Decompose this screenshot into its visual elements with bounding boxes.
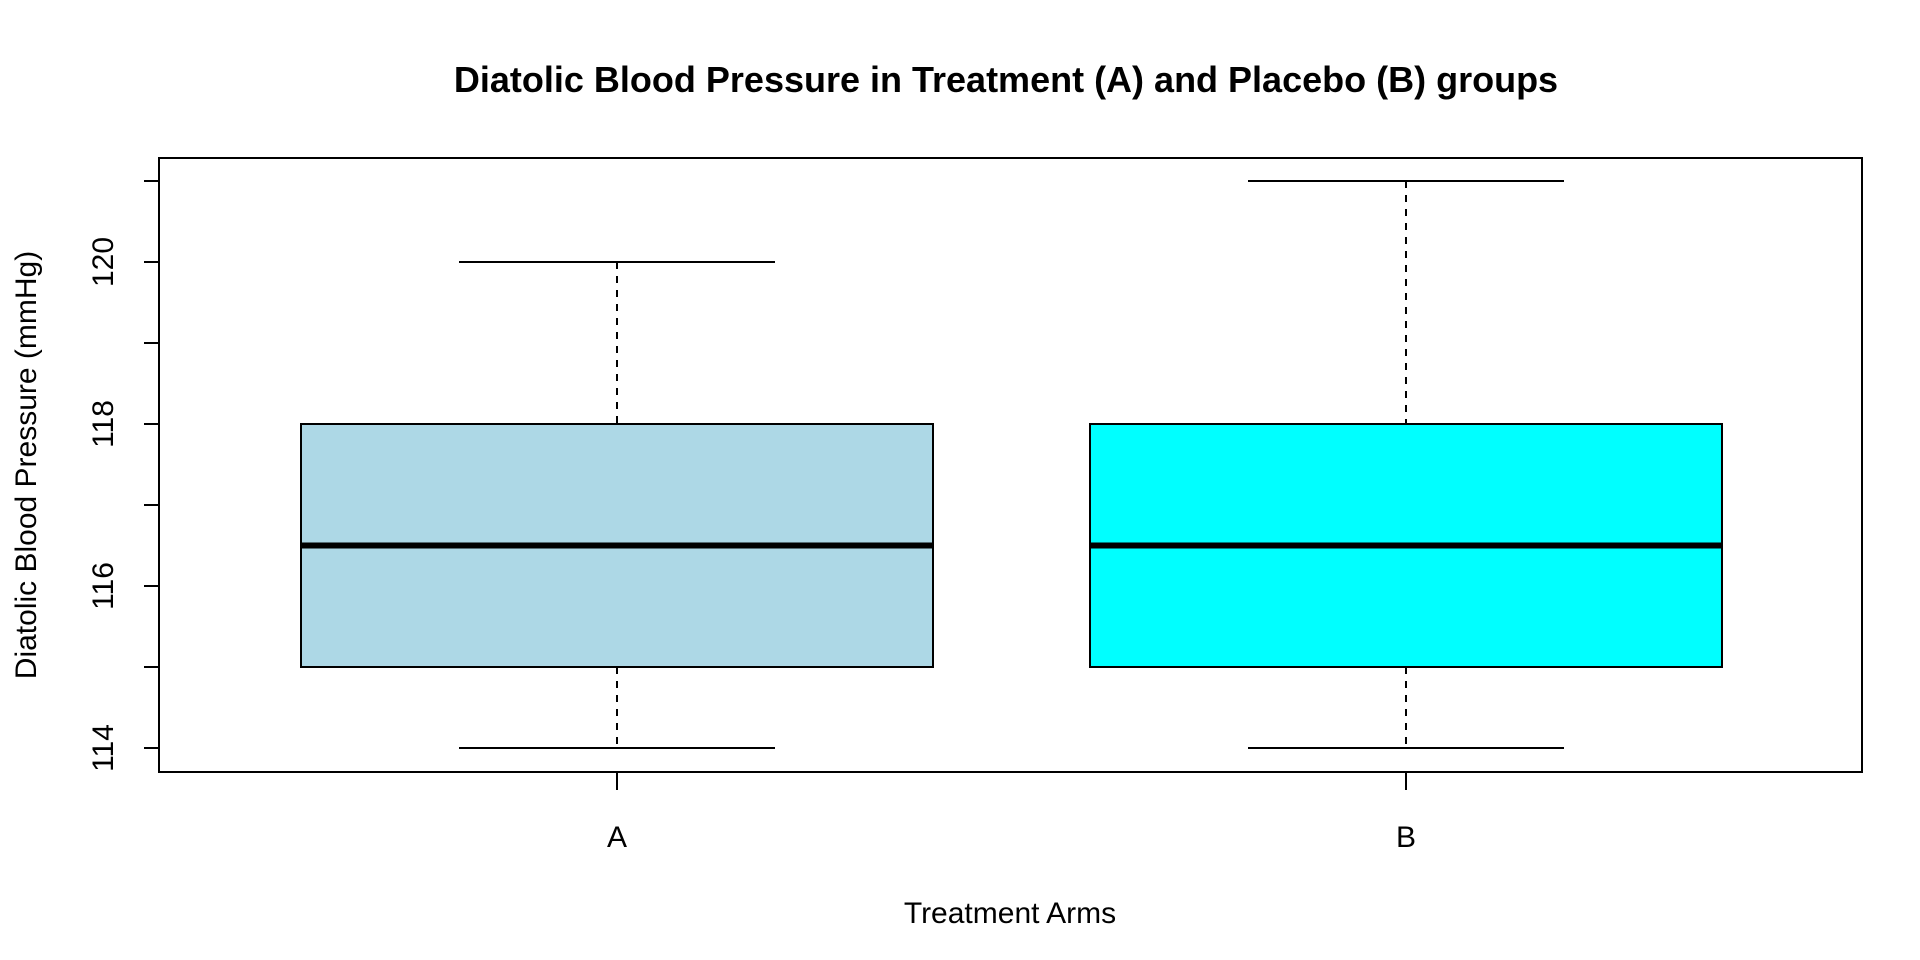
x-tick-label-A: A [607, 821, 627, 854]
box-group-A [300, 261, 934, 749]
chart-title: Diatolic Blood Pressure in Treatment (A)… [454, 59, 1558, 100]
y-tick-label-116: 116 [87, 562, 120, 610]
y-tick-label-114: 114 [87, 724, 120, 772]
y-tick-label-120: 120 [87, 237, 120, 287]
y-tick-label-118: 118 [87, 400, 120, 448]
x-axis-label: Treatment Arms [904, 897, 1116, 930]
y-axis: 114 116 118 120 [87, 180, 160, 772]
x-tick-label-B: B [1396, 821, 1416, 854]
box-group-B [1089, 180, 1723, 749]
boxes-layer [300, 180, 1723, 749]
y-axis-label: Diatolic Blood Pressure (mmHg) [10, 251, 43, 679]
